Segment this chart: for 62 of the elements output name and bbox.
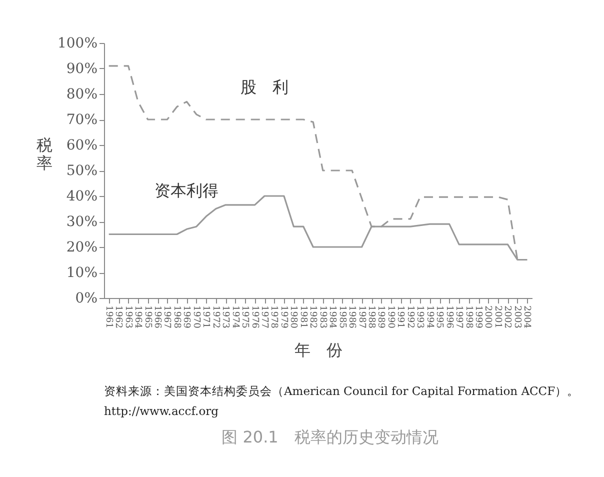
y-tick-label: 60%: [66, 138, 98, 154]
x-tick-label: 1991: [395, 306, 406, 328]
y-tick-label: 40%: [66, 188, 98, 204]
x-tick-label: 2001: [492, 306, 502, 328]
x-tick-label: 1983: [317, 306, 328, 329]
x-tick-label: 1994: [424, 306, 434, 329]
x-tick-label: 1984: [327, 306, 338, 329]
x-tick-label: 1971: [200, 306, 211, 328]
y-axis-title: 税率: [36, 136, 52, 172]
y-tick-label: 80%: [66, 86, 98, 102]
y-tick-label: 20%: [66, 240, 98, 256]
x-tick-label: 1966: [152, 306, 162, 329]
x-tick-label: 1988: [366, 306, 376, 329]
x-tick-label: 1962: [113, 306, 124, 328]
x-tick-label: 1992: [404, 306, 415, 328]
x-tick-label: 1965: [142, 306, 152, 329]
x-tick-label: 1986: [346, 306, 357, 329]
x-tick-label: 1978: [268, 306, 279, 329]
y-tick-label: 50%: [66, 163, 98, 179]
x-tick-label: 1968: [171, 306, 182, 329]
x-tick-label: 1977: [259, 306, 269, 329]
x-tick-label: 1969: [181, 306, 192, 329]
x-tick-label: 1998: [463, 306, 474, 329]
text: 图 20.1 税率的历史变动情况: [222, 428, 438, 446]
x-tick-label: 1961: [103, 306, 114, 328]
x-tick-label: 1993: [414, 306, 425, 329]
x-tick-label: 1964: [132, 306, 143, 329]
x-tick-label: 2000: [482, 306, 493, 329]
x-tick-label: 1976: [249, 306, 260, 329]
x-tick-label: 1999: [473, 306, 483, 329]
x-tick-label: 1981: [298, 306, 308, 328]
x-tick-label: 1979: [278, 306, 288, 329]
y-tick-label: 30%: [66, 214, 98, 230]
x-tick-label: 1987: [356, 306, 366, 329]
x-tick-label: 1990: [385, 306, 396, 329]
x-tick-label: 1967: [162, 306, 172, 329]
x-tick-label: 1970: [190, 306, 201, 329]
y-tick-label: 10%: [66, 265, 98, 281]
series-label: 资本利得: [154, 181, 219, 200]
series-label: 股 利: [240, 78, 288, 96]
x-tick-label: 1975: [240, 306, 250, 329]
text: 资料来源：美国资本结构委员会（American Council for Capital Formation ACCF）。: [104, 384, 580, 398]
y-tick-label: 0%: [75, 290, 98, 306]
text: http://www.accf.org: [104, 404, 220, 418]
y-tick-label: 90%: [66, 61, 98, 77]
x-tick-label: 1997: [454, 306, 464, 329]
x-tick-label: 1982: [308, 306, 318, 328]
x-tick-label: 2003: [512, 306, 522, 329]
y-tick-label: 100%: [57, 36, 98, 52]
x-tick-label: 2004: [522, 306, 532, 329]
x-tick-label: 1985: [336, 306, 347, 329]
x-tick-label: 1973: [220, 306, 230, 329]
x-tick-label: 1996: [444, 306, 454, 329]
x-tick-label: 1974: [230, 306, 240, 329]
x-tick-label: 1963: [122, 306, 133, 329]
x-tick-label: 1995: [434, 306, 444, 329]
x-tick-label: 1980: [288, 306, 298, 329]
y-tick-label: 70%: [66, 112, 98, 128]
x-tick-label: 1989: [376, 306, 386, 329]
x-axis-title: 年 份: [294, 340, 342, 360]
x-tick-label: 2002: [502, 306, 512, 328]
x-tick-label: 1972: [210, 306, 220, 328]
